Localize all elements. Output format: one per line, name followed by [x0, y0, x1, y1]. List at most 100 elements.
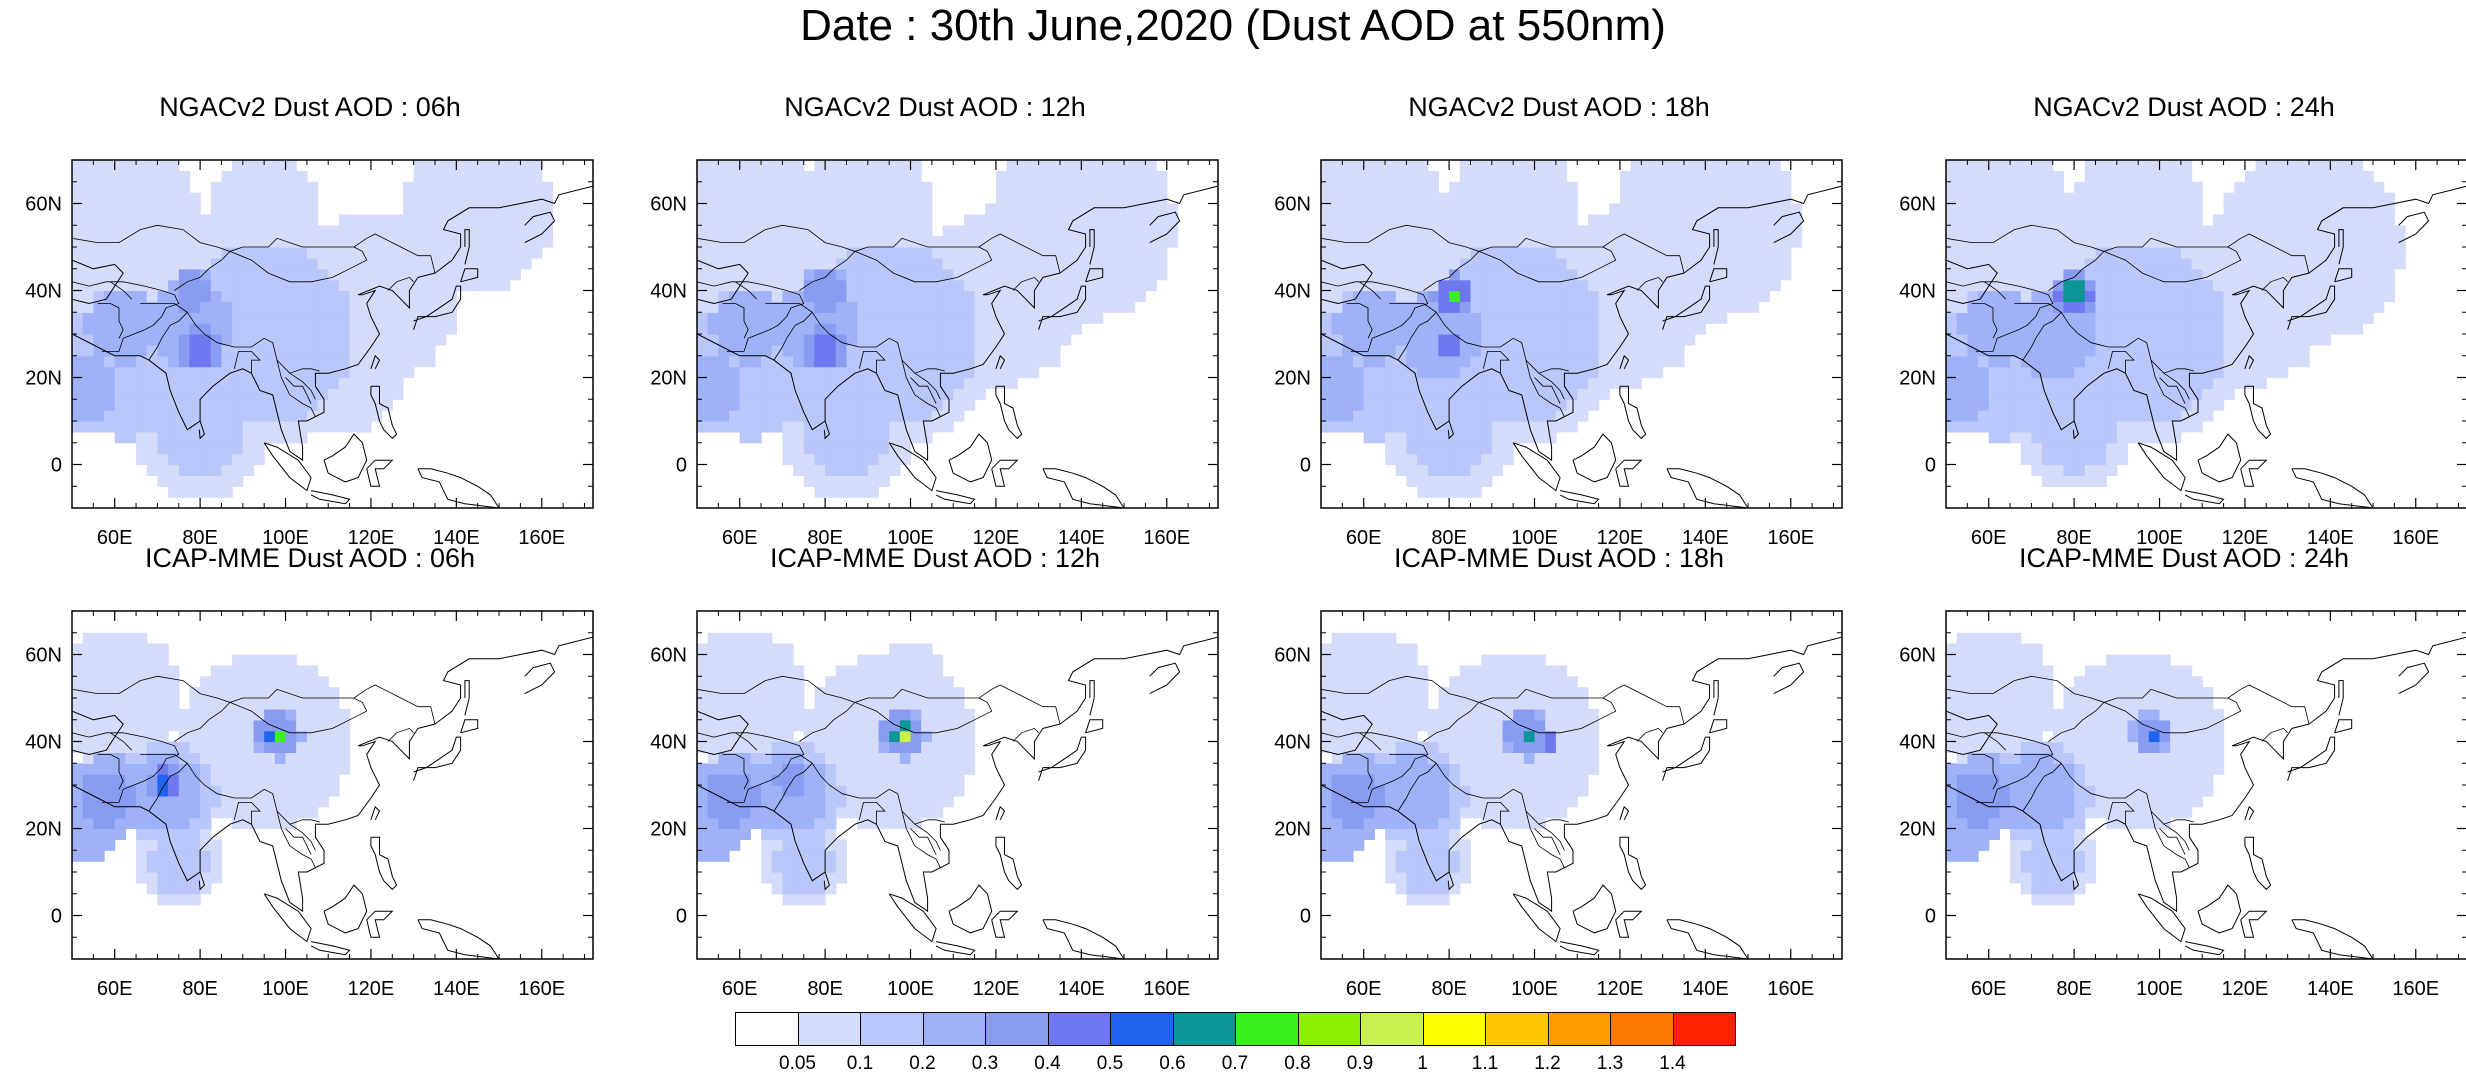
- aod-cell: [975, 378, 986, 390]
- aod-cell: [1406, 399, 1417, 411]
- aod-cell: [254, 709, 265, 721]
- aod-cell: [1588, 236, 1599, 248]
- aod-cell: [136, 665, 147, 677]
- aod-cell: [275, 345, 286, 357]
- aod-cell: [168, 367, 179, 379]
- aod-cell: [708, 839, 719, 851]
- aod-cell: [857, 334, 868, 346]
- aod-cell: [275, 367, 286, 379]
- aod-cell: [697, 687, 708, 699]
- aod-cell: [718, 378, 729, 390]
- aod-cell: [93, 720, 104, 732]
- aod-cell: [1321, 312, 1332, 324]
- aod-cell: [868, 378, 879, 390]
- aod-cell: [307, 665, 318, 677]
- aod-cell: [889, 193, 900, 205]
- aod-cell: [1556, 247, 1567, 259]
- aod-cell: [1039, 356, 1050, 368]
- aod-cell: [275, 301, 286, 313]
- aod-cell: [708, 258, 719, 270]
- aod-cell: [1967, 214, 1978, 226]
- aod-cell: [1631, 367, 1642, 379]
- aod-cell: [157, 388, 168, 400]
- aod-cell: [2074, 465, 2085, 477]
- aod-cell: [1513, 193, 1524, 205]
- aod-cell: [1705, 214, 1716, 226]
- aod-cell: [264, 378, 275, 390]
- aod-cell: [1028, 334, 1039, 346]
- aod-cell: [189, 399, 200, 411]
- aod-cell: [467, 280, 478, 292]
- aod-cell: [189, 204, 200, 216]
- aod-cell: [2042, 204, 2053, 216]
- aod-cell: [339, 356, 350, 368]
- aod-cell: [964, 258, 975, 270]
- lat-tick-label: 20N: [25, 819, 62, 841]
- aod-cell: [414, 301, 425, 313]
- aod-cell: [1460, 410, 1471, 422]
- aod-cell: [1759, 171, 1770, 183]
- aod-cell: [2170, 182, 2181, 194]
- aod-cell: [200, 236, 211, 248]
- aod-cell: [1438, 204, 1449, 216]
- aod-cell: [964, 323, 975, 335]
- aod-cell: [1364, 388, 1375, 400]
- aod-cell: [1946, 225, 1957, 237]
- aod-cell: [814, 399, 825, 411]
- aod-cell: [1946, 269, 1957, 281]
- aod-cell: [2085, 465, 2096, 477]
- aod-cell: [136, 345, 147, 357]
- aod-cell: [211, 312, 222, 324]
- aod-cell: [953, 258, 964, 270]
- aod-cell: [2288, 204, 2299, 216]
- aod-cell: [847, 356, 858, 368]
- aod-cell: [1545, 378, 1556, 390]
- aod-cell: [200, 269, 211, 281]
- aod-cell: [115, 432, 126, 444]
- aod-cell: [72, 774, 83, 786]
- aod-cell: [147, 465, 158, 477]
- aod-cell: [296, 720, 307, 732]
- aod-cell: [318, 367, 329, 379]
- aod-cell: [1460, 291, 1471, 303]
- aod-cell: [975, 345, 986, 357]
- aod-cell: [1978, 225, 1989, 237]
- aod-cell: [1060, 334, 1071, 346]
- aod-cell: [1567, 312, 1578, 324]
- aod-cell: [168, 421, 179, 433]
- aod-cell: [1471, 312, 1482, 324]
- aod-cell: [93, 378, 104, 390]
- aod-cell: [2149, 160, 2160, 172]
- aod-cell: [136, 763, 147, 775]
- aod-cell: [1588, 258, 1599, 270]
- aod-cell: [1599, 301, 1610, 313]
- aod-cell: [2021, 432, 2032, 444]
- aod-cell: [1588, 214, 1599, 226]
- aod-cell: [1471, 291, 1482, 303]
- aod-cell: [1999, 247, 2010, 259]
- aod-cell: [1103, 182, 1114, 194]
- aod-cell: [1989, 258, 2000, 270]
- aod-cell: [2128, 301, 2139, 313]
- aod-cell: [1428, 204, 1439, 216]
- aod-cell: [1460, 182, 1471, 194]
- aod-cell: [147, 214, 158, 226]
- aod-cell: [360, 367, 371, 379]
- aod-cell: [2128, 345, 2139, 357]
- aod-cell: [772, 182, 783, 194]
- aod-cell: [243, 676, 254, 688]
- aod-cell: [307, 676, 318, 688]
- aod-cell: [921, 378, 932, 390]
- aod-cell: [275, 709, 286, 721]
- aod-cell: [2234, 193, 2245, 205]
- aod-cell: [1438, 410, 1449, 422]
- aod-cell: [1641, 258, 1652, 270]
- aod-cell: [93, 829, 104, 841]
- aod-cell: [1007, 193, 1018, 205]
- aod-cell: [147, 687, 158, 699]
- aod-cell: [83, 204, 94, 216]
- aod-cell: [1684, 269, 1695, 281]
- aod-cell: [1103, 171, 1114, 183]
- aod-cell: [147, 443, 158, 455]
- aod-cell: [1081, 291, 1092, 303]
